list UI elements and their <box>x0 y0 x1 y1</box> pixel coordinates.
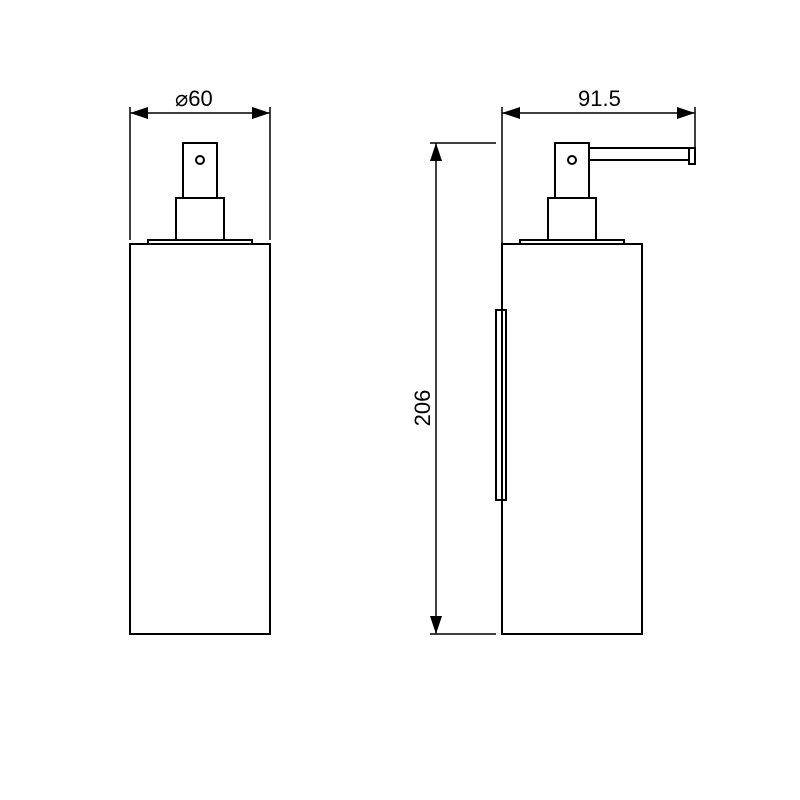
front-pump <box>183 143 217 198</box>
technical-drawing: ⌀60 91.5 206 <box>0 0 800 800</box>
front-body <box>130 244 270 634</box>
side-pump <box>555 143 589 198</box>
side-body <box>502 244 642 634</box>
side-spout-tip <box>689 148 695 164</box>
dim-w-label: 91.5 <box>578 86 621 111</box>
dim-dia-label: ⌀60 <box>175 86 213 111</box>
front-pump-hole <box>196 156 204 164</box>
side-spout <box>589 148 689 160</box>
front-neck <box>176 198 224 240</box>
side-pump-hole <box>568 156 576 164</box>
side-neck <box>548 198 596 240</box>
dim-h-label: 206 <box>410 390 435 427</box>
